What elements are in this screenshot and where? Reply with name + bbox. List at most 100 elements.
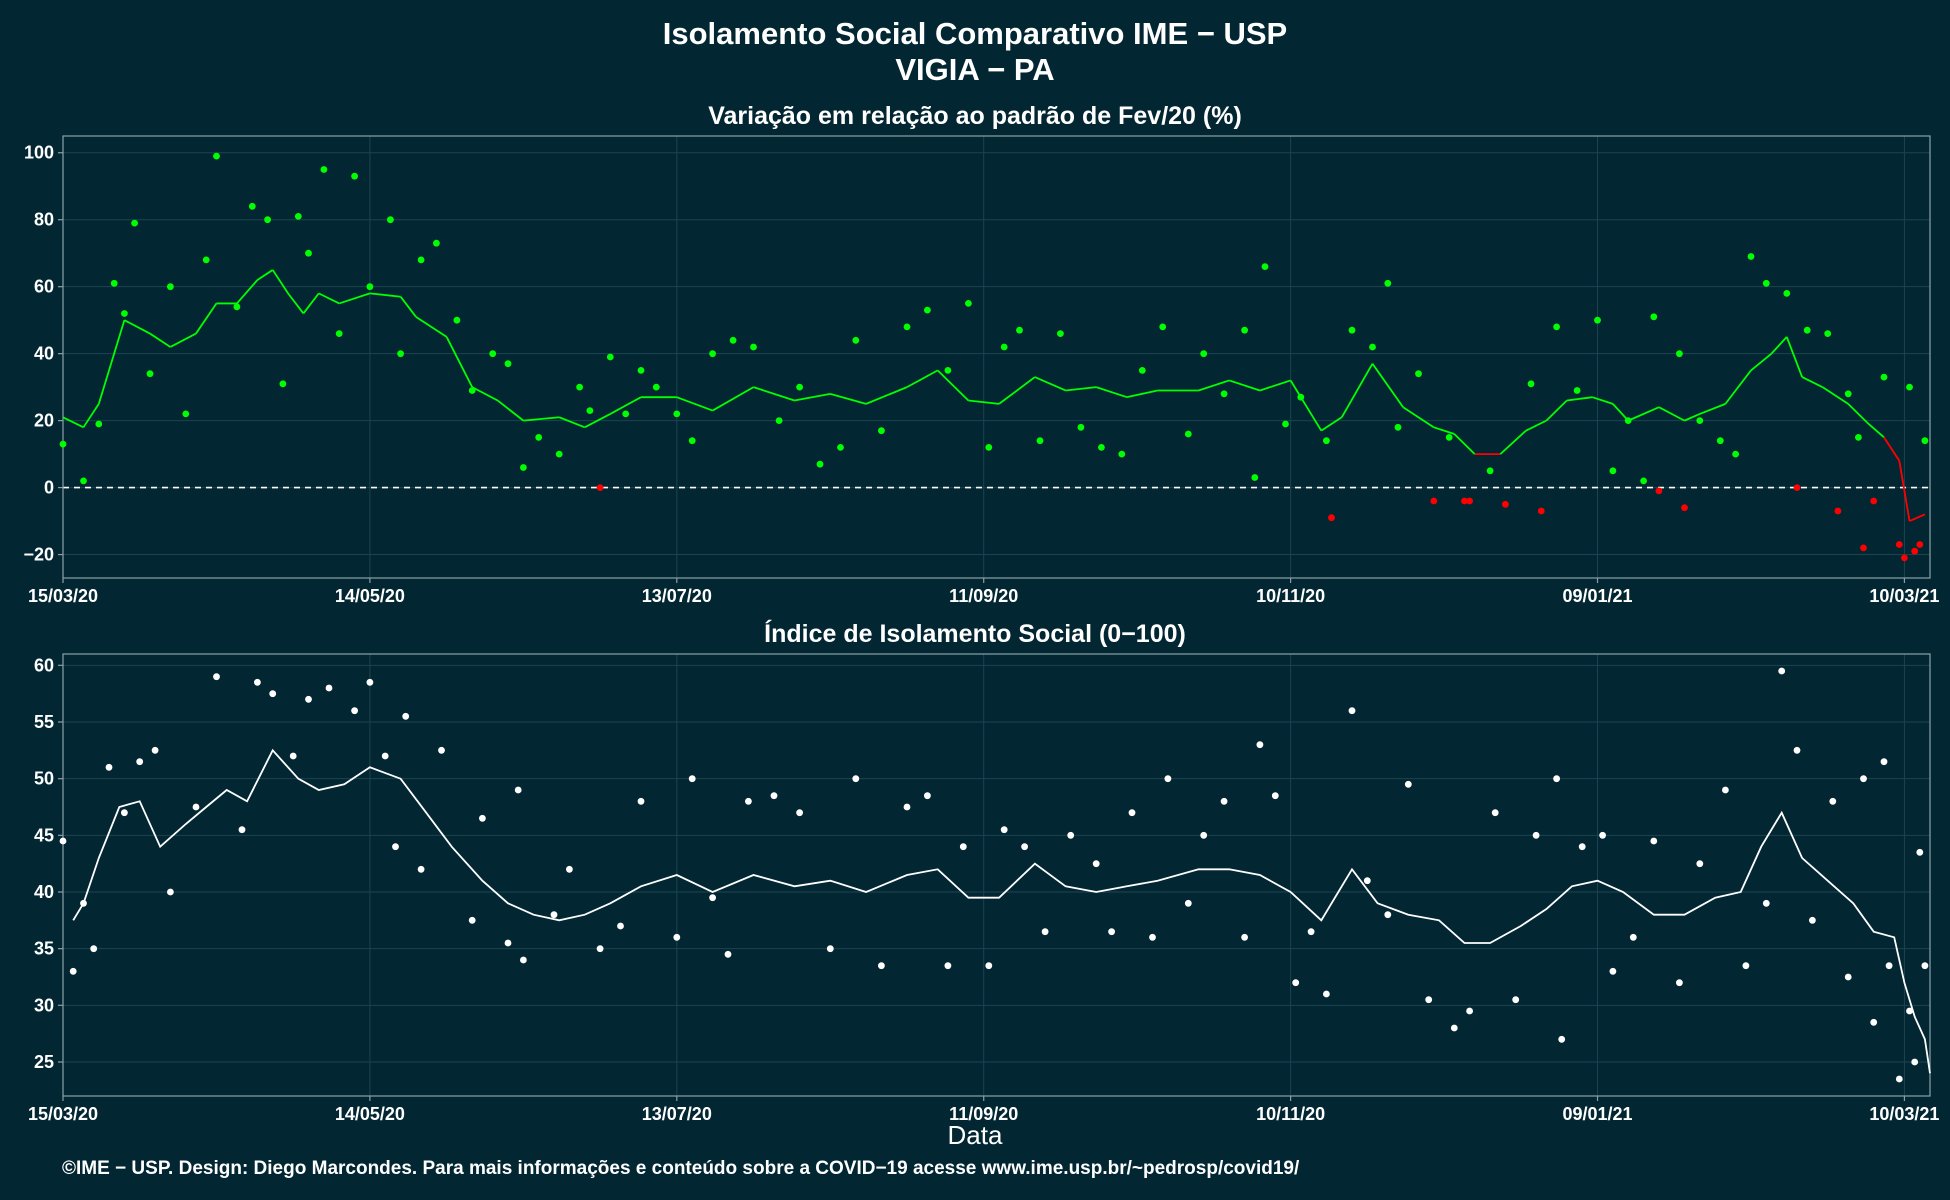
data-point [1640,477,1647,485]
data-point [1271,792,1279,800]
data-point [213,152,220,160]
x-tick-label: 11/09/20 [949,1104,1018,1124]
trend-line-segment [1592,396,1614,405]
trend-line-segment [906,369,939,388]
data-point [837,444,844,451]
data-point [1599,831,1606,839]
data-point [1348,707,1356,715]
data-point [1502,500,1509,508]
data-point [770,792,778,800]
trend-line-segment [149,332,171,348]
data-point [351,707,358,715]
data-point [1624,417,1632,424]
x-tick-label: 13/07/20 [642,1104,712,1124]
data-point [550,911,558,919]
trend-line-segment [338,292,371,305]
data-point [489,350,497,358]
data-point [1573,387,1581,394]
data-point [775,417,783,424]
x-tick-label: 10/03/21 [1869,1104,1939,1124]
data-point [136,758,144,766]
data-point [1057,330,1064,337]
data-point [381,752,389,760]
trend-line [72,748,1931,1074]
y-tick-label: 55 [34,712,54,732]
trend-line-segment [62,416,84,429]
data-point [1870,497,1878,505]
data-point [826,945,834,953]
data-point [1880,758,1888,766]
data-point [1855,434,1862,441]
data-point [1558,1035,1566,1043]
data-point [796,383,803,391]
data-point [652,383,660,391]
data-point [121,809,128,817]
trend-line-segment [1065,386,1097,392]
trend-line-segment [1545,399,1568,422]
data-point [95,420,103,428]
data-point [1036,437,1044,445]
data-point [1466,497,1473,505]
data-point [433,239,440,247]
x-tick-label: 13/07/20 [642,586,712,606]
trend-line-segment [584,413,611,429]
data-point [1696,417,1704,424]
trend-line-segment [1095,386,1128,399]
data-point [1108,928,1115,936]
data-point [1537,507,1545,515]
data-point [729,336,737,344]
data-point [1461,497,1468,505]
data-point [1629,933,1637,941]
data-point [1906,383,1913,391]
y-tick-label: 60 [34,655,54,675]
x-tick-label: 10/03/21 [1869,586,1939,606]
data-point [1762,279,1770,287]
trend-line-segment [1684,413,1701,422]
data-point [1844,390,1852,398]
data-point [576,383,583,391]
data-point [1676,350,1683,358]
data-point [1860,775,1867,783]
trend-line-segment [1034,376,1066,392]
trend-line-segment [1868,423,1885,439]
data-point [468,387,476,394]
data-point [1609,467,1617,475]
data-point [1261,263,1269,270]
trend-line-segment [82,403,100,428]
data-point [535,434,543,441]
y-tick-label: 40 [34,882,54,902]
trend-line-segment [1198,379,1230,392]
data-point [110,279,118,287]
trend-line-segment [497,399,524,422]
data-point [233,303,241,311]
data-point [305,695,312,703]
data-point [1098,444,1105,451]
y-tick-label: 30 [34,995,54,1015]
data-point [1021,843,1028,851]
data-point [1870,1018,1878,1026]
data-point [1128,809,1136,817]
data-point [1348,326,1356,334]
data-point [1323,437,1330,445]
data-point [596,945,604,953]
trend-line-segment [1724,369,1752,405]
trend-line-segment [1453,433,1476,455]
y-tick-label: 35 [34,939,54,959]
trend-line-segment [1612,403,1629,422]
trend-line-segment [271,269,289,294]
trend-line-segment [415,316,448,338]
data-point [202,256,210,264]
data-point [1200,350,1208,358]
trend-line-segment [1627,406,1660,422]
data-point [566,865,573,873]
data-point [673,410,681,418]
data-point [1676,979,1683,987]
data-point [1921,437,1929,445]
data-point [1220,797,1228,805]
data-point [1885,962,1893,970]
trend-line-segment [1371,363,1404,408]
data-point [90,945,98,953]
data-point [387,216,394,224]
